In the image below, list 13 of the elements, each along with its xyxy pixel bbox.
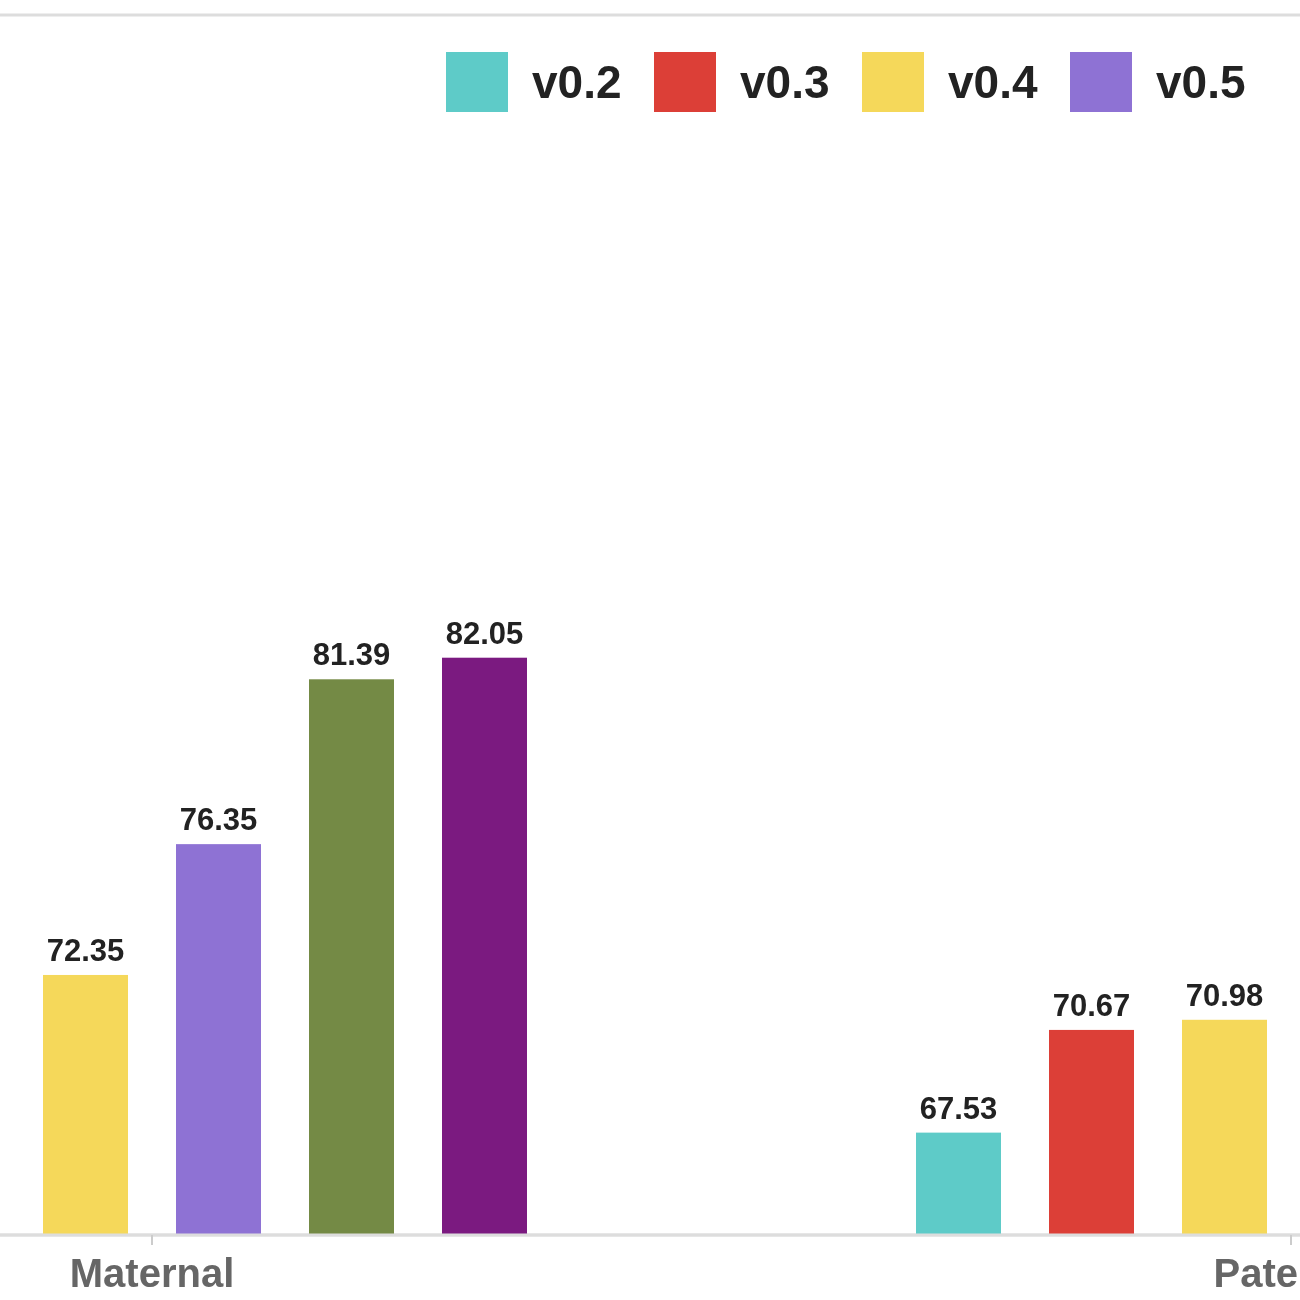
- legend-label: v0.2: [532, 56, 622, 108]
- x-tick-label: Maternal: [69, 1251, 235, 1295]
- legend-label: v0.3: [740, 56, 830, 108]
- data-label: 70.98: [1185, 977, 1264, 1013]
- data-label: 82.05: [445, 615, 524, 651]
- data-label: 70.67: [1052, 987, 1131, 1023]
- legend-label: v0.5: [1156, 56, 1246, 108]
- data-label: 72.35: [46, 932, 125, 968]
- data-label: 76.35: [179, 802, 258, 838]
- data-label: 67.53: [919, 1090, 998, 1126]
- data-label: 81.39: [312, 637, 391, 673]
- legend-label: v0.4: [948, 56, 1038, 108]
- x-tick-label: Pate: [1213, 1251, 1298, 1295]
